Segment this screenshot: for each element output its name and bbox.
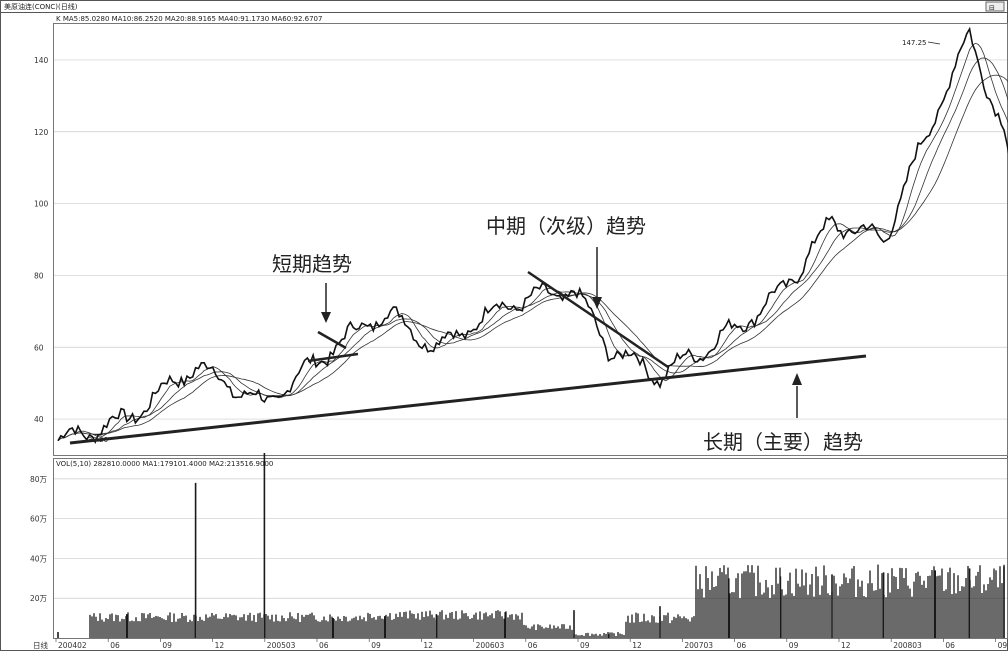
- corner-button-label[interactable]: ⊟: [989, 4, 995, 12]
- x-tick-label: 200603: [476, 641, 505, 650]
- ma-legend: K MA5:85.0280 MA10:86.2520 MA20:88.9165 …: [56, 15, 322, 23]
- x-tick-label: 06: [737, 641, 747, 650]
- x-tick-label: 06: [319, 641, 329, 650]
- volume-tick-label: 40万: [30, 554, 48, 563]
- x-tick-label: 200503: [267, 641, 296, 650]
- volume-y-axis: 20万 40万 60万 80万: [30, 475, 48, 603]
- x-tick-label: 12: [632, 641, 642, 650]
- x-tick-label: 09: [998, 641, 1008, 650]
- x-tick-label: 09: [162, 641, 172, 650]
- high-price-pointer: [927, 41, 941, 45]
- price-line: [57, 26, 1008, 445]
- price-grid: [54, 59, 1007, 420]
- long-term-arrow: [792, 373, 802, 418]
- volume-tick-label: 20万: [30, 594, 48, 603]
- x-tick-label: 09: [580, 641, 590, 650]
- x-tick-label: 200803: [893, 641, 922, 650]
- price-tick-label: 80: [34, 271, 44, 280]
- x-tick-label: 200402: [58, 641, 87, 650]
- price-tick-label: 40: [34, 415, 44, 424]
- x-tick-label: 12: [423, 641, 433, 650]
- medium-term-trend-line: [527, 270, 669, 369]
- price-lines: [57, 26, 1008, 445]
- long-term-trend-line: [69, 354, 867, 445]
- window-title: 美原油连(CONC)(日线): [4, 2, 78, 11]
- x-axis: 200402 06 09 12 200503 06 09 12 200603 06 09 12 2007…: [55, 638, 1008, 650]
- corner-button[interactable]: [985, 1, 1005, 12]
- x-tick-label: 200703: [684, 641, 713, 650]
- medium-term-label: 中期（次级）趋势: [486, 214, 646, 238]
- x-tick-label: 06: [945, 641, 955, 650]
- price-tick-label: 140: [34, 56, 49, 65]
- high-price-label: 147.25: [902, 39, 927, 47]
- x-tick-label: 09: [371, 641, 381, 650]
- x-tick-label: 06: [528, 641, 538, 650]
- price-tick-label: 120: [34, 128, 49, 137]
- volume-bars: [57, 453, 1005, 638]
- period-label: 日线: [33, 640, 48, 650]
- short-term-trend-line-b: [307, 352, 359, 363]
- volume-tick-label: 60万: [30, 515, 48, 524]
- low-price-label: 33.20: [88, 436, 108, 444]
- volume-tick-label: 80万: [30, 475, 48, 484]
- x-tick-label: 06: [110, 641, 120, 650]
- short-term-trend-line-a: [317, 330, 347, 350]
- long-term-label: 长期（主要）趋势: [703, 430, 863, 454]
- x-tick-label: 09: [789, 641, 799, 650]
- price-tick-label: 100: [34, 200, 49, 209]
- x-tick-label: 12: [841, 641, 851, 650]
- medium-term-arrow: [592, 247, 602, 309]
- price-y-axis: 40 60 80 100 120 140: [34, 56, 49, 424]
- x-tick-label: 12: [215, 641, 225, 650]
- price-tick-label: 60: [34, 343, 44, 352]
- short-term-arrow: [321, 283, 331, 323]
- volume-legend: VOL(5,10) 282810.0000 MA1:179101.4000 MA…: [56, 460, 273, 468]
- short-term-label: 短期趋势: [272, 252, 352, 276]
